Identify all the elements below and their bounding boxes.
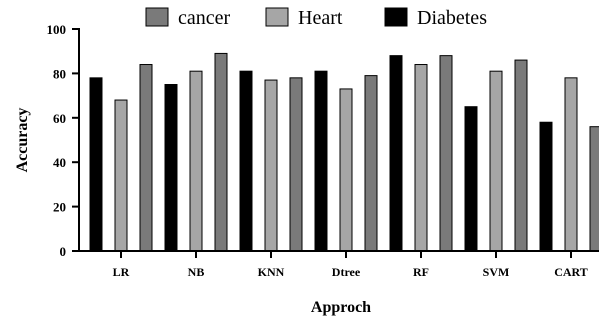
y-ticks: 0 20 40 60 80 100	[47, 22, 79, 259]
bar-knn-diabetes	[239, 70, 253, 252]
bar-svm-diabetes	[464, 106, 478, 252]
bar-cart-heart	[564, 77, 578, 252]
y-axis-title: Accuracy	[14, 108, 31, 173]
x-tick-label-rf: RF	[413, 265, 429, 279]
y-tick-label-100: 100	[47, 22, 67, 37]
bar-knn-cancer	[289, 77, 303, 252]
bar-nb-cancer	[214, 52, 228, 252]
bar-rf-heart	[414, 64, 428, 252]
axes	[78, 28, 599, 252]
legend-label-diabetes: Diabetes	[417, 7, 487, 29]
bar-lr-diabetes	[89, 77, 103, 252]
y-tick-label-20: 20	[53, 200, 66, 215]
legend-swatch-heart	[265, 7, 289, 27]
x-ticks: LR NB KNN Dtree RF SVM CART	[113, 251, 588, 279]
y-tick-label-40: 40	[53, 155, 66, 170]
bars	[89, 52, 599, 252]
bar-cart-diabetes	[539, 121, 553, 252]
legend-swatch-cancer	[145, 7, 169, 27]
bar-rf-cancer	[439, 55, 453, 252]
bar-dtree-cancer	[364, 75, 378, 252]
bar-lr-heart	[114, 99, 128, 252]
x-tick-label-svm: SVM	[483, 265, 510, 279]
legend-label-cancer: cancer	[178, 7, 231, 29]
legend: cancer Heart Diabetes	[145, 7, 487, 29]
y-tick-label-0: 0	[60, 244, 67, 259]
x-tick-label-lr: LR	[113, 265, 130, 279]
legend-swatch-diabetes	[384, 7, 408, 27]
bar-cart-cancer	[589, 126, 599, 252]
bar-svm-cancer	[514, 59, 528, 252]
bar-dtree-heart	[339, 88, 353, 252]
x-tick-label-knn: KNN	[258, 265, 285, 279]
bar-lr-cancer	[139, 64, 153, 252]
bar-rf-diabetes	[389, 55, 403, 252]
y-tick-label-80: 80	[53, 66, 66, 81]
bar-nb-heart	[189, 70, 203, 252]
x-tick-label-nb: NB	[188, 265, 205, 279]
bar-svm-heart	[489, 70, 503, 252]
bar-dtree-diabetes	[314, 70, 328, 252]
y-tick-label-60: 60	[53, 111, 66, 126]
x-tick-label-dtree: Dtree	[332, 265, 361, 279]
x-tick-label-cart: CART	[554, 265, 588, 279]
bar-knn-heart	[264, 79, 278, 252]
x-axis-title: Approch	[311, 299, 371, 316]
bar-nb-diabetes	[164, 84, 178, 252]
legend-label-heart: Heart	[298, 7, 343, 29]
